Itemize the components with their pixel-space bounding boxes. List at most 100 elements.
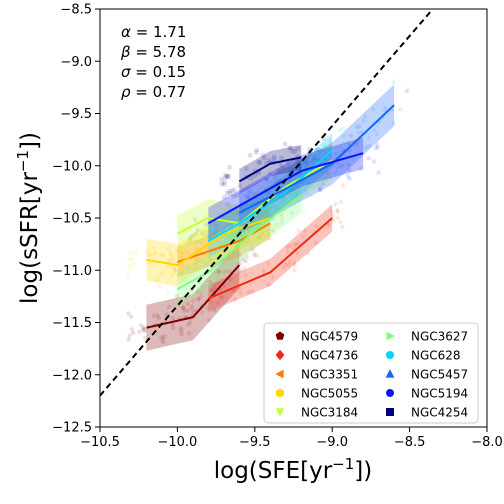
scatter-point	[181, 308, 187, 313]
scatter-point	[347, 176, 352, 181]
scatter-point	[296, 183, 302, 189]
y-tick-label: −9.0	[60, 55, 92, 70]
scatter-point	[243, 271, 249, 278]
x-ticks: −10.5 −10.0 −9.5 −9.0 −8.5 −8.0	[80, 427, 503, 450]
scatter-point	[213, 227, 219, 232]
scatter-point	[269, 228, 274, 234]
scatter-point	[216, 276, 222, 282]
scatter-point	[339, 224, 345, 230]
scatter-point	[128, 249, 133, 256]
scatter-point	[193, 231, 198, 237]
scatter-point	[196, 239, 201, 244]
stat-symbol: α	[121, 23, 131, 41]
legend-label: NGC4579	[301, 330, 358, 344]
scatter-point	[300, 233, 306, 240]
scatter-point	[245, 227, 251, 233]
axis-label-superscript: −1	[332, 455, 354, 473]
scatter-point	[193, 239, 198, 245]
scatter-point	[261, 211, 266, 217]
x-tick-label: −8.0	[471, 435, 503, 450]
scatter-point	[168, 251, 174, 257]
scatter-point	[172, 255, 177, 261]
scatter-point	[237, 285, 242, 292]
legend-marker	[386, 351, 394, 359]
scatter-point	[307, 147, 312, 152]
scatter-point	[382, 107, 388, 112]
scatter-point	[263, 211, 269, 216]
scatter-point	[190, 233, 195, 238]
scatter-point	[292, 241, 298, 248]
scatter-point	[320, 182, 326, 187]
scatter-point	[233, 287, 239, 294]
scatter-point	[258, 213, 263, 218]
scatter-point	[207, 257, 213, 263]
scatter-point	[224, 190, 230, 196]
scatter-point	[287, 145, 292, 150]
scatter-point	[289, 209, 295, 215]
scatter-point	[215, 251, 220, 257]
scatter-point	[202, 214, 208, 220]
scatter-point	[158, 334, 164, 340]
scatter-point	[207, 279, 213, 284]
scatter-point	[332, 150, 338, 156]
scatter-point	[339, 163, 345, 168]
scatter-point	[243, 239, 249, 245]
stat-symbol: ρ	[121, 83, 131, 101]
scatter-point	[306, 180, 312, 185]
scatter-point	[340, 126, 346, 131]
scatter-point	[208, 298, 214, 305]
scatter-point	[259, 232, 264, 237]
scatter-point	[159, 253, 165, 258]
scatter-point	[128, 314, 134, 319]
scatter-point	[254, 147, 260, 153]
scatter-point	[234, 210, 240, 216]
scatter-point	[271, 155, 277, 160]
scatter-point	[225, 202, 230, 207]
scatter-point	[288, 243, 293, 250]
scatter-point	[225, 232, 230, 238]
scatter-point	[169, 264, 175, 270]
legend-label: NGC3351	[301, 368, 358, 382]
scatter-point	[170, 325, 176, 330]
scatter-point	[317, 187, 323, 192]
scatter-point	[166, 258, 172, 264]
scatter-point	[232, 187, 237, 192]
scatter-point	[173, 283, 178, 289]
scatter-point	[285, 249, 290, 255]
scatter-point	[265, 206, 271, 212]
scatter-point	[186, 330, 192, 336]
scatter-point	[237, 261, 243, 266]
scatter-point	[291, 259, 297, 266]
fit-line	[100, 9, 434, 397]
scatter-point	[278, 213, 283, 219]
scatter-point	[180, 266, 185, 272]
scatter-point	[273, 231, 279, 237]
scatter-point	[159, 252, 164, 258]
scatter-point	[282, 141, 288, 147]
y-tick-label: −8.5	[60, 3, 92, 18]
series-median-line	[238, 104, 395, 214]
scatter-point	[295, 250, 300, 257]
scatter-point	[333, 201, 338, 208]
scatter-point	[151, 313, 157, 318]
scatter-point	[254, 150, 259, 155]
legend-marker	[385, 369, 395, 378]
scatter-point	[192, 261, 198, 267]
scatter-point	[214, 281, 220, 287]
scatter-point	[279, 155, 284, 161]
scatter-point	[338, 150, 344, 156]
scatter-point	[195, 228, 200, 233]
scatter-point	[266, 231, 271, 237]
scatter-point	[284, 195, 290, 201]
scatter-point	[244, 254, 250, 259]
scatter-point	[179, 331, 184, 336]
scatter-point	[170, 255, 176, 261]
scatter-point	[275, 221, 280, 227]
x-axis-label: log(SFE[yr−1])	[214, 455, 373, 484]
scatter-point	[224, 174, 230, 179]
scatter-point	[366, 143, 372, 149]
scatter-point	[325, 170, 330, 175]
stat-annotation-line: ρ = 0.77	[121, 83, 186, 101]
stat-symbol: β	[120, 43, 131, 61]
scatter-point	[221, 260, 227, 266]
